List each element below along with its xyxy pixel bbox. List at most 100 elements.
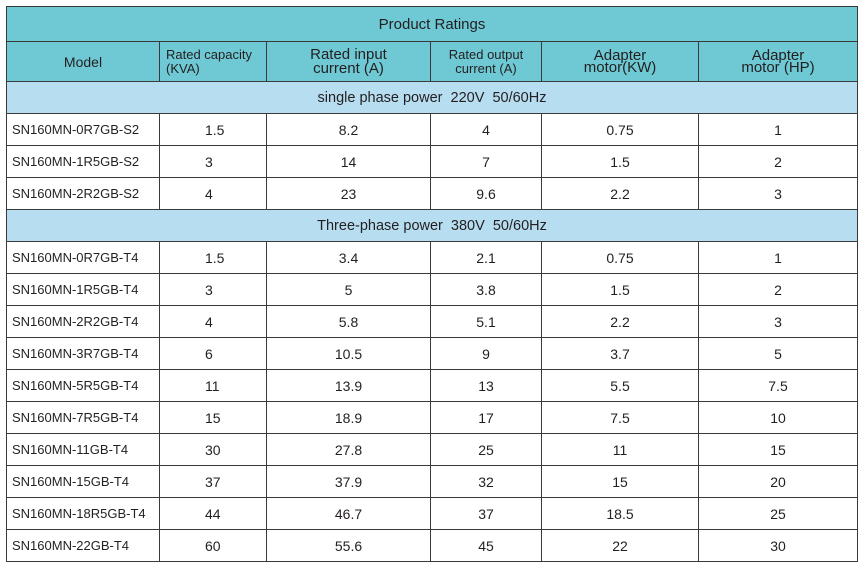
header-output-line1: Rated output [448,46,524,62]
cell-input: 55.6 [266,529,431,562]
table-row: SN160MN-3R7GB-T4 6 10.5 9 3.7 5 [6,337,859,370]
cell-kw: 2.2 [541,305,699,338]
cell-output: 37 [430,497,542,530]
cell-model: SN160MN-22GB-T4 [6,529,160,562]
cell-input: 18.9 [266,401,431,434]
cell-kw: 18.5 [541,497,699,530]
cell-model: SN160MN-2R2GB-S2 [6,177,160,210]
cell-kw: 7.5 [541,401,699,434]
table-row: SN160MN-22GB-T4 60 55.6 45 22 30 [6,529,859,562]
cell-output: 32 [430,465,542,498]
cell-capacity: 44 [159,497,267,530]
header-motor-kw-line2: motor(KW) [583,58,657,76]
cell-kw: 15 [541,465,699,498]
cell-hp: 5 [697,337,859,370]
table-row: SN160MN-2R2GB-S2 4 23 9.6 2.2 3 [6,177,859,210]
cell-output: 5.1 [430,305,542,338]
cell-model: SN160MN-2R2GB-T4 [6,305,160,338]
cell-output: 3.8 [430,273,542,306]
table-row: SN160MN-0R7GB-S2 1.5 8.2 4 0.75 1 [6,113,859,146]
cell-kw: 3.7 [541,337,699,370]
cell-model: SN160MN-0R7GB-T4 [6,241,160,274]
cell-capacity: 3 [159,273,267,306]
cell-capacity: 4 [159,177,267,210]
header-output-current: Rated output current (A) [430,41,542,82]
header-capacity: Rated capacity (KVA) [159,41,267,82]
header-input-line2: current (A) [313,59,384,77]
header-model: Model [6,41,160,82]
cell-model: SN160MN-3R7GB-T4 [6,337,160,370]
cell-model: SN160MN-1R5GB-T4 [6,273,160,306]
table-row: SN160MN-1R5GB-T4 3 5 3.8 1.5 2 [6,273,859,306]
header-motor-hp-line1: Adapter [751,46,805,64]
header-motor-kw: Adapter motor(KW) [541,41,699,82]
cell-kw: 22 [541,529,699,562]
cell-kw: 11 [541,433,699,466]
cell-kw: 0.75 [541,113,699,146]
cell-model: SN160MN-18R5GB-T4 [6,497,160,530]
product-ratings-table: Product Ratings Model Rated capacity (KVA… [5,6,859,562]
cell-model: SN160MN-5R5GB-T4 [6,369,160,402]
header-capacity-line2: (KVA) [166,60,200,76]
cell-kw: 5.5 [541,369,699,402]
header-motor-kw-line1: Adapter [593,46,647,64]
section-label-three-phase: Three-phase power 380V 50/60Hz [5,209,859,242]
table-row: SN160MN-0R7GB-T4 1.5 3.4 2.1 0.75 1 [6,241,859,274]
cell-capacity: 30 [159,433,267,466]
cell-output: 2.1 [430,241,542,274]
cell-input: 5.8 [266,305,431,338]
cell-capacity: 1.5 [159,241,267,274]
table-row: SN160MN-18R5GB-T4 44 46.7 37 18.5 25 [6,497,859,530]
cell-input: 3.4 [266,241,431,274]
cell-hp: 7.5 [697,369,859,402]
table-title: Product Ratings [5,6,859,42]
table-row: SN160MN-2R2GB-T4 4 5.8 5.1 2.2 3 [6,305,859,338]
cell-hp: 2 [697,145,859,178]
cell-model: SN160MN-11GB-T4 [6,433,160,466]
cell-capacity: 60 [159,529,267,562]
section-row-single-phase: single phase power 220V 50/60Hz [5,81,859,114]
cell-hp: 3 [697,177,859,210]
table-row: SN160MN-15GB-T4 37 37.9 32 15 20 [6,465,859,498]
cell-hp: 20 [697,465,859,498]
cell-capacity: 11 [159,369,267,402]
cell-hp: 1 [697,113,859,146]
header-output-line2: current (A) [455,60,517,76]
header-input-line1: Rated input [310,45,387,63]
cell-hp: 10 [697,401,859,434]
cell-output: 13 [430,369,542,402]
section-row-three-phase: Three-phase power 380V 50/60Hz [5,209,859,242]
cell-capacity: 15 [159,401,267,434]
header-row: Model Rated capacity (KVA) Rated input cur… [6,41,859,82]
cell-hp: 30 [697,529,859,562]
header-model-label: Model [63,53,103,70]
cell-input: 27.8 [266,433,431,466]
cell-output: 45 [430,529,542,562]
cell-output: 25 [430,433,542,466]
header-input-current: Rated input current (A) [266,41,431,82]
cell-input: 14 [266,145,431,178]
cell-model: SN160MN-7R5GB-T4 [6,401,160,434]
cell-input: 23 [266,177,431,210]
cell-kw: 0.75 [541,241,699,274]
cell-capacity: 4 [159,305,267,338]
cell-hp: 3 [697,305,859,338]
cell-kw: 2.2 [541,177,699,210]
cell-hp: 1 [697,241,859,274]
cell-capacity: 6 [159,337,267,370]
cell-input: 13.9 [266,369,431,402]
cell-input: 10.5 [266,337,431,370]
ratings-container: Product Ratings Model Rated capacity (KVA… [5,6,859,562]
table-row: SN160MN-11GB-T4 30 27.8 25 11 15 [6,433,859,466]
cell-hp: 15 [697,433,859,466]
header-capacity-line1: Rated capacity [166,46,252,62]
cell-output: 4 [430,113,542,146]
cell-model: SN160MN-15GB-T4 [6,465,160,498]
table-row: SN160MN-7R5GB-T4 15 18.9 17 7.5 10 [6,401,859,434]
cell-output: 9 [430,337,542,370]
table-row: SN160MN-1R5GB-S2 3 14 7 1.5 2 [6,145,859,178]
cell-capacity: 1.5 [159,113,267,146]
cell-kw: 1.5 [541,273,699,306]
cell-hp: 25 [697,497,859,530]
cell-model: SN160MN-0R7GB-S2 [6,113,160,146]
